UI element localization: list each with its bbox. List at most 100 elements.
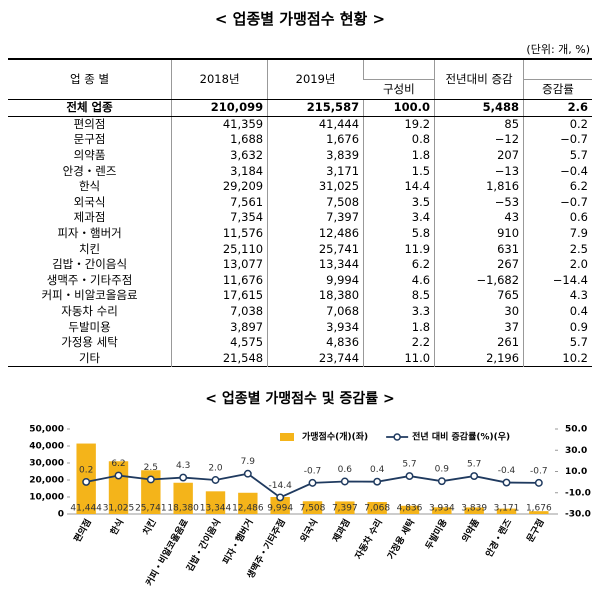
table-cell: 편의점: [73, 116, 106, 131]
table-cell: 두발미용: [68, 319, 111, 334]
x-tick-label: 치킨: [140, 517, 159, 537]
table-body: 전체 업종 210,099 215,587 100.0 5,488 2.6 편의점 41,35…: [8, 99, 592, 367]
table-cell: 2.5: [523, 241, 592, 257]
table-cell: 안경・렌즈: [62, 163, 117, 178]
line-point: [114, 471, 123, 480]
table-cell: −0.7: [523, 194, 592, 211]
table-cell: 4.6: [363, 272, 435, 289]
table-cell: −14.4: [523, 272, 592, 289]
table-cell: 1.8: [363, 147, 435, 164]
table-row: 문구점 1,688 1,676 0.8 −12 −0.7: [8, 132, 592, 148]
table-cell: 25,110: [171, 241, 268, 257]
table-cell: 11.0: [363, 350, 435, 367]
x-tick-label: 피자・햄버거: [220, 517, 256, 567]
x-tick-label: 가정용 세탁: [385, 516, 418, 561]
table-cell: −1,682: [434, 272, 524, 289]
table-cell: 10.2: [523, 350, 592, 367]
table-cell: 9,994: [267, 272, 364, 289]
bar: [205, 491, 226, 514]
table-row: 제과점 7,354 7,397 3.4 43 0.6: [8, 210, 592, 226]
line-point: [308, 478, 317, 487]
table-cell: −0.7: [523, 132, 592, 148]
table-cell: 치킨: [78, 241, 101, 256]
table-cell: 7,068: [267, 303, 364, 320]
table-cell: 1.8: [363, 319, 435, 335]
table-cell: 11,576: [171, 225, 268, 242]
table-cell: 19.2: [363, 116, 435, 133]
line-value-label: 5.7: [467, 460, 481, 470]
table-cell: 커피・비알코올음료: [41, 288, 138, 303]
table-cell: 문구점: [73, 132, 106, 147]
x-tick-label: 안경・렌즈: [483, 516, 515, 559]
x-tick-label: 한식: [108, 517, 127, 537]
y-tick-label: 0: [58, 510, 64, 520]
line-value-label: -0.7: [530, 466, 548, 476]
table-cell: 0.2: [523, 116, 592, 133]
y2-tick-label: 50.0: [565, 425, 587, 435]
line-value-label: 4.3: [176, 461, 190, 471]
table-cell: 전체 업종: [8, 99, 172, 117]
x-tick-label: 문구점: [524, 517, 547, 545]
table-cell: 8.5: [363, 288, 435, 304]
table-cell: 제과점: [73, 210, 106, 225]
legend-label: 가맹점수(개)(좌): [302, 431, 368, 443]
header-cell: 업 종 별: [8, 59, 172, 100]
table-row: 두발미용 3,897 3,934 1.8 37 0.9: [8, 319, 592, 335]
bar: [496, 508, 517, 514]
table-cell: 1,688: [171, 132, 268, 148]
table-cell: 261: [434, 334, 524, 351]
bar-value-label: 41,444: [70, 504, 102, 514]
chart-title: < 업종별 가맹점수 및 증감률 >: [205, 390, 395, 407]
line-point: [243, 469, 252, 478]
line-point: [502, 478, 511, 487]
table-cell: 11,676: [171, 272, 268, 289]
table-cell: 3,171: [267, 163, 364, 179]
table-cell: 3,632: [171, 147, 268, 164]
table-cell: 7.9: [523, 225, 592, 242]
bar: [173, 482, 193, 514]
header-cell: 전년대비 증감: [434, 59, 524, 100]
table-cell: 30: [434, 303, 524, 320]
header-cell: 2018년: [171, 59, 268, 100]
bar: [302, 501, 323, 514]
table-cell: 25,741: [267, 241, 364, 257]
bar-value-label: 3,934: [429, 504, 455, 514]
chart: < 업종별 가맹점수 및 증감률 > 0 10,000 20,000 30,000 40…: [29, 390, 591, 588]
table-cell: 1.5: [363, 163, 435, 179]
table-cell: 4,575: [171, 334, 268, 351]
bar-value-label: 7,068: [364, 504, 390, 514]
bar-value-label: 7,397: [332, 504, 358, 514]
header-cell: [523, 59, 592, 80]
table-row: 커피・비알코올음료 17,615 18,380 8.5 765 4.3: [8, 288, 592, 304]
y2-tick-label: -30.0: [565, 510, 591, 520]
bar-value-label: 3,171: [494, 504, 520, 514]
y2-tick-label: 10.0: [565, 467, 587, 477]
bar: [270, 497, 290, 514]
table-cell: 13,077: [171, 256, 268, 273]
table-cell: 7,397: [267, 210, 364, 226]
table-cell: 14.4: [363, 178, 435, 195]
table-cell: 1,676: [267, 132, 364, 148]
table-cell: 210,099: [171, 99, 268, 117]
line-value-label: -0.7: [304, 466, 322, 476]
table-cell: 기타: [78, 350, 101, 365]
table-cell: −13: [434, 163, 524, 179]
table-cell: 5.8: [363, 225, 435, 242]
bar: [367, 501, 387, 514]
table-cell: 41,359: [171, 116, 268, 133]
table-cell: 765: [434, 288, 524, 304]
bar: [335, 501, 355, 514]
table-cell: 2.6: [523, 99, 592, 117]
table-cell: 자동차 수리: [61, 304, 118, 319]
table-row: 김밥・간이음식 13,077 13,344 6.2 267 2.0: [8, 256, 592, 273]
bar-value-label: 31,025: [103, 504, 135, 514]
line-point: [405, 472, 414, 481]
table-row: 안경・렌즈 3,184 3,171 1.5 −13 −0.4: [8, 163, 592, 179]
y-tick-label: 50,000: [29, 425, 64, 435]
table-cell: 3.3: [363, 303, 435, 320]
bar: [141, 470, 161, 514]
table-cell: 가정용 세탁: [61, 335, 118, 350]
table-cell: 4,836: [267, 334, 364, 351]
table-row: 자동차 수리 7,038 7,068 3.3 30 0.4: [8, 303, 592, 320]
